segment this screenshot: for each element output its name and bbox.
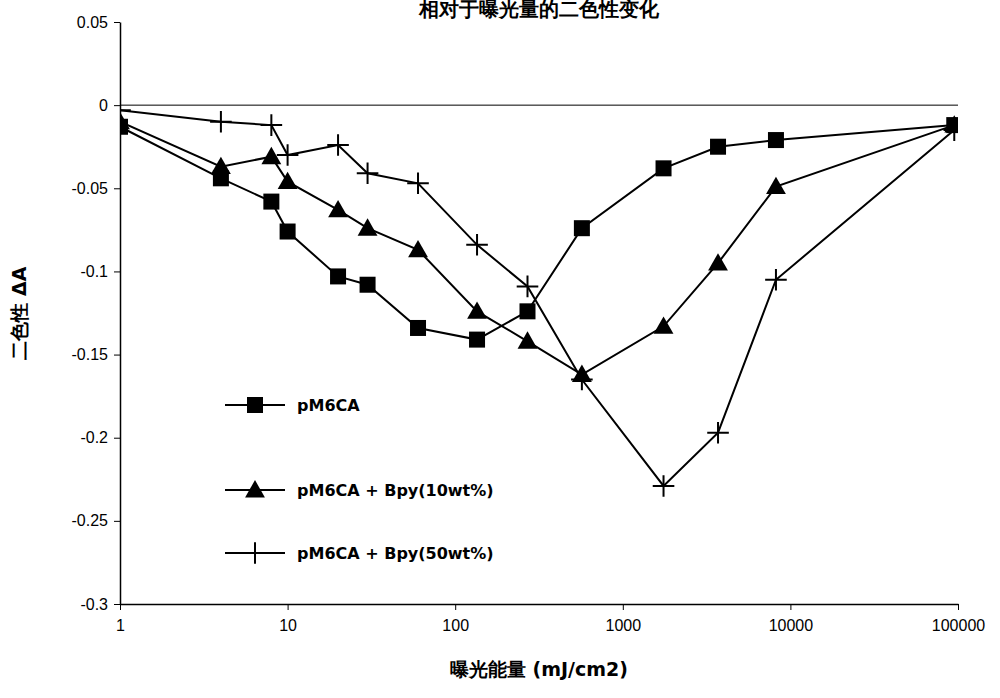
legend-label: pM6CA xyxy=(297,396,360,415)
x-tick-label: 1 xyxy=(116,617,125,634)
data-point xyxy=(656,160,672,176)
x-tick-label: 10000 xyxy=(769,617,814,634)
data-point xyxy=(654,316,674,333)
data-point xyxy=(211,157,231,174)
y-tick-label: -0.05 xyxy=(72,180,109,197)
data-point xyxy=(469,332,485,348)
y-tick-mark xyxy=(114,105,120,106)
chart: 相对于曝光量的二色性变化110100100010000100000-0.3-0.… xyxy=(0,0,1000,698)
x-tick: 1000 xyxy=(606,604,642,634)
x-tick-label: 100 xyxy=(442,617,469,634)
x-tick-label: 1000 xyxy=(606,617,642,634)
data-point xyxy=(766,177,786,194)
plot-area xyxy=(120,99,958,496)
x-axis: 1 10 100 1000 10000 100000 xyxy=(116,604,985,634)
x-tick-mark xyxy=(120,604,121,610)
x-tick-mark xyxy=(790,604,791,610)
data-point xyxy=(210,111,232,133)
x-tick: 100 xyxy=(442,604,469,634)
y-tick: -0.1 xyxy=(80,263,120,280)
legend: pM6CA pM6CA + Bpy(10wt%) pM6CA + Bpy(50wt%… xyxy=(225,396,494,564)
x-tick-mark xyxy=(958,604,959,610)
data-point xyxy=(278,172,298,189)
data-point xyxy=(708,253,728,270)
legend-label: pM6CA + Bpy(50wt%) xyxy=(297,544,494,563)
y-tick-label: 0 xyxy=(99,97,108,114)
y-tick-label: -0.1 xyxy=(80,263,108,280)
x-tick-label: 100000 xyxy=(932,617,985,634)
y-tick-label: 0.05 xyxy=(77,14,108,31)
legend-marker xyxy=(244,542,266,564)
y-tick-mark xyxy=(114,271,120,272)
x-tick: 100000 xyxy=(932,604,985,634)
y-tick-mark xyxy=(114,604,120,605)
data-point xyxy=(765,269,787,291)
y-tick: 0.05 xyxy=(77,14,120,31)
data-point xyxy=(277,144,299,166)
data-point xyxy=(407,172,429,194)
data-point xyxy=(467,301,487,318)
data-point xyxy=(280,224,296,240)
data-point xyxy=(768,132,784,148)
y-tick: -0.25 xyxy=(72,512,120,529)
x-tick-label: 10 xyxy=(279,617,297,634)
data-point xyxy=(408,240,428,257)
data-point xyxy=(707,422,729,444)
title: 相对于曝光量的二色性变化 xyxy=(418,0,660,21)
y-tick: -0.15 xyxy=(72,346,120,363)
y-tick: -0.2 xyxy=(80,429,120,446)
legend-marker xyxy=(247,397,263,413)
x-tick: 10000 xyxy=(769,604,814,634)
y-tick-mark xyxy=(114,188,120,189)
data-point xyxy=(653,475,675,497)
y-tick-mark xyxy=(114,22,120,23)
y-tick: 0 xyxy=(99,97,120,114)
y-tick-label: -0.2 xyxy=(80,429,108,446)
series-line xyxy=(120,110,954,486)
legend-label: pM6CA + Bpy(10wt%) xyxy=(297,481,494,500)
y-axis: -0.3 -0.25 -0.2 -0.15 -0.1 -0.05 0 0.05 xyxy=(72,14,121,613)
x-tick-mark xyxy=(455,604,456,610)
y-tick-label: -0.3 xyxy=(80,596,108,613)
data-point xyxy=(574,220,590,236)
data-point xyxy=(263,194,279,210)
y-tick: -0.3 xyxy=(80,596,120,613)
data-point xyxy=(943,119,958,141)
data-point xyxy=(519,303,535,319)
data-point xyxy=(357,163,379,185)
data-point xyxy=(360,277,376,293)
data-point xyxy=(120,99,131,121)
zero-line xyxy=(120,105,958,106)
data-point xyxy=(261,114,283,136)
series-line xyxy=(120,125,954,340)
y-tick: -0.05 xyxy=(72,180,120,197)
data-point xyxy=(120,112,130,129)
y-tick-mark xyxy=(114,438,120,439)
y-tick-label: -0.25 xyxy=(72,512,109,529)
y-tick-mark xyxy=(114,355,120,356)
y-tick-label: -0.15 xyxy=(72,346,109,363)
data-point xyxy=(327,134,349,156)
data-point xyxy=(466,234,488,256)
legend-marker xyxy=(245,480,265,497)
data-point xyxy=(410,320,426,336)
x-axis-title: 曝光能量 (mJ/cm2) xyxy=(450,658,628,680)
data-point xyxy=(517,276,539,298)
x-axis-line xyxy=(121,604,959,606)
data-point xyxy=(330,268,346,284)
series-line xyxy=(120,122,954,375)
y-axis-title: 二色性 ΔA xyxy=(8,266,30,359)
data-point xyxy=(328,200,348,217)
x-tick: 1 xyxy=(116,604,125,634)
x-tick: 10 xyxy=(279,604,297,634)
data-point xyxy=(518,331,538,348)
y-tick-mark xyxy=(114,521,120,522)
data-point xyxy=(571,369,593,391)
data-point xyxy=(358,218,378,235)
x-tick-mark xyxy=(623,604,624,610)
data-point xyxy=(710,139,726,155)
x-tick-mark xyxy=(288,604,289,610)
